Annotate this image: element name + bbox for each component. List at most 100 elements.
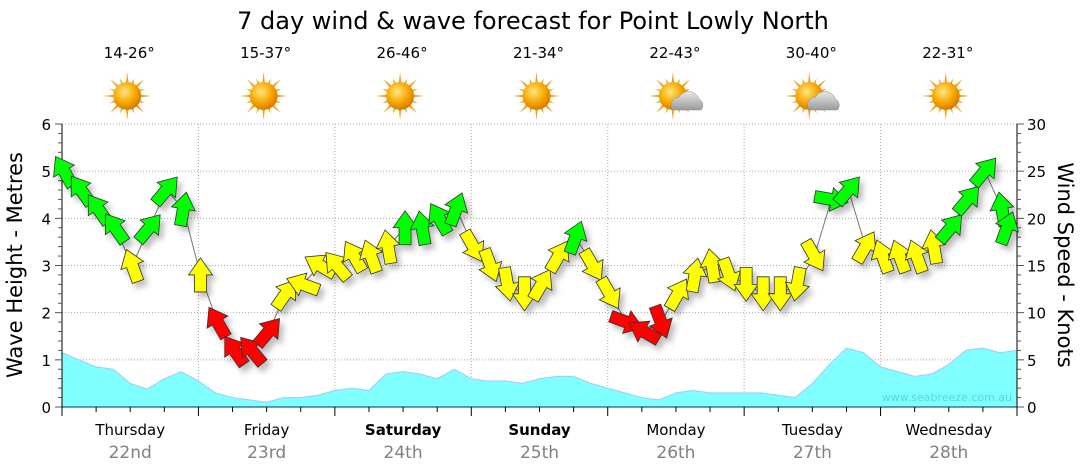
temperature-range: 22-43° (649, 44, 700, 62)
right-tick-label: 5 (1027, 352, 1037, 370)
sun-ray (376, 94, 389, 98)
wind-arrow (494, 266, 520, 302)
right-tick-label: 30 (1027, 116, 1046, 134)
temperature-range: 30-40° (786, 44, 837, 62)
date-label: 25th (520, 443, 559, 463)
left-axis-label: Wave Height - Metres (3, 152, 27, 378)
sunny-icon (921, 72, 970, 120)
sun-ray (398, 72, 402, 85)
day-label: Monday (646, 421, 705, 439)
day-label: Tuesday (781, 421, 843, 439)
wind-arrow (767, 276, 794, 312)
wave-height-area (61, 347, 1018, 408)
sun-ray (548, 94, 561, 98)
sunny-icon (376, 72, 425, 120)
wind-arrow (252, 317, 281, 349)
sun-ray (103, 94, 116, 98)
sun-ray (944, 72, 948, 85)
wind-arrow (187, 257, 214, 293)
wind-arrow (951, 185, 980, 217)
temperature-range: 21-34° (513, 44, 564, 62)
sun-ray (807, 72, 811, 85)
wind-arrow (120, 248, 145, 285)
left-tick-label: 2 (41, 305, 51, 323)
sun-ray (275, 94, 288, 98)
sun-ray (671, 107, 675, 120)
left-tick-label: 0 (41, 399, 51, 417)
wind-arrow (104, 213, 131, 246)
sun-disc (522, 82, 551, 110)
right-tick-label: 0 (1027, 399, 1037, 417)
wind-arrow (628, 320, 663, 346)
watermark: www.seabreeze.com.au (882, 391, 1012, 404)
sunny-icon (239, 72, 288, 120)
right-axis-label: Wind Speed - Knots (1053, 162, 1077, 367)
cloud-shape (670, 91, 703, 111)
sun-ray (921, 94, 934, 98)
day-label: Thursday (94, 421, 165, 439)
left-tick-label: 4 (41, 210, 51, 228)
wind-arrow (832, 176, 860, 208)
day-label: Friday (244, 421, 290, 439)
sun-disc (249, 82, 278, 110)
chart-title: 7 day wind & wave forecast for Point Low… (237, 7, 829, 35)
sun-ray (671, 72, 675, 85)
wind-arrow (170, 191, 196, 228)
sun-ray (807, 107, 811, 120)
wind-arrow (968, 157, 997, 189)
sun-ray (262, 107, 266, 120)
sun-ray (944, 107, 948, 120)
partly-cloudy-icon (648, 72, 703, 120)
sun-disc (386, 82, 415, 110)
wind-arrow (648, 303, 673, 339)
day-label: Sunday (508, 421, 571, 439)
wind-arrow (934, 214, 963, 246)
wind-arrow (784, 266, 810, 302)
right-tick-label: 25 (1027, 163, 1046, 181)
wind-arrow (527, 269, 553, 303)
wind-arrow (716, 256, 741, 292)
sun-ray (125, 72, 129, 85)
left-tick-label: 5 (41, 163, 51, 181)
left-tick-label: 1 (41, 352, 51, 370)
wind-arrow (563, 220, 588, 256)
date-label: 26th (656, 443, 695, 463)
wind-arrow (800, 237, 826, 272)
right-tick-label: 15 (1027, 258, 1046, 276)
right-tick-label: 20 (1027, 210, 1046, 228)
left-tick-label: 3 (41, 258, 51, 276)
wind-arrow (375, 229, 401, 265)
temperature-range: 14-26° (104, 44, 155, 62)
sunny-icon (512, 72, 561, 120)
wind-arrow (595, 275, 621, 310)
sun-disc (113, 82, 142, 110)
wind-arrow (343, 240, 369, 275)
wind-arrow (409, 210, 435, 247)
temperature-range: 15-37° (240, 44, 291, 62)
date-label: 28th (929, 443, 968, 463)
sun-ray (239, 94, 252, 98)
sun-ray (957, 94, 970, 98)
sun-ray (535, 107, 538, 120)
sun-disc (931, 82, 960, 110)
wind-arrow (851, 231, 877, 265)
wind-arrow (578, 247, 604, 281)
cloud-shape (807, 91, 840, 111)
right-tick-label: 10 (1027, 305, 1046, 323)
day-label: Wednesday (905, 421, 992, 439)
date-label: 22nd (109, 443, 152, 463)
left-tick-label: 6 (41, 116, 51, 134)
temperature-range: 26-46° (377, 44, 428, 62)
sun-ray (535, 72, 538, 85)
wind-arrow (813, 186, 849, 212)
wind-arrow (459, 228, 485, 262)
date-label: 23rd (247, 443, 286, 463)
sun-ray (512, 94, 525, 98)
wind-arrow (994, 211, 1019, 247)
wind-arrow (870, 239, 895, 275)
wind-arrow (240, 336, 268, 368)
sun-ray (648, 94, 662, 98)
date-label: 27th (793, 443, 832, 463)
